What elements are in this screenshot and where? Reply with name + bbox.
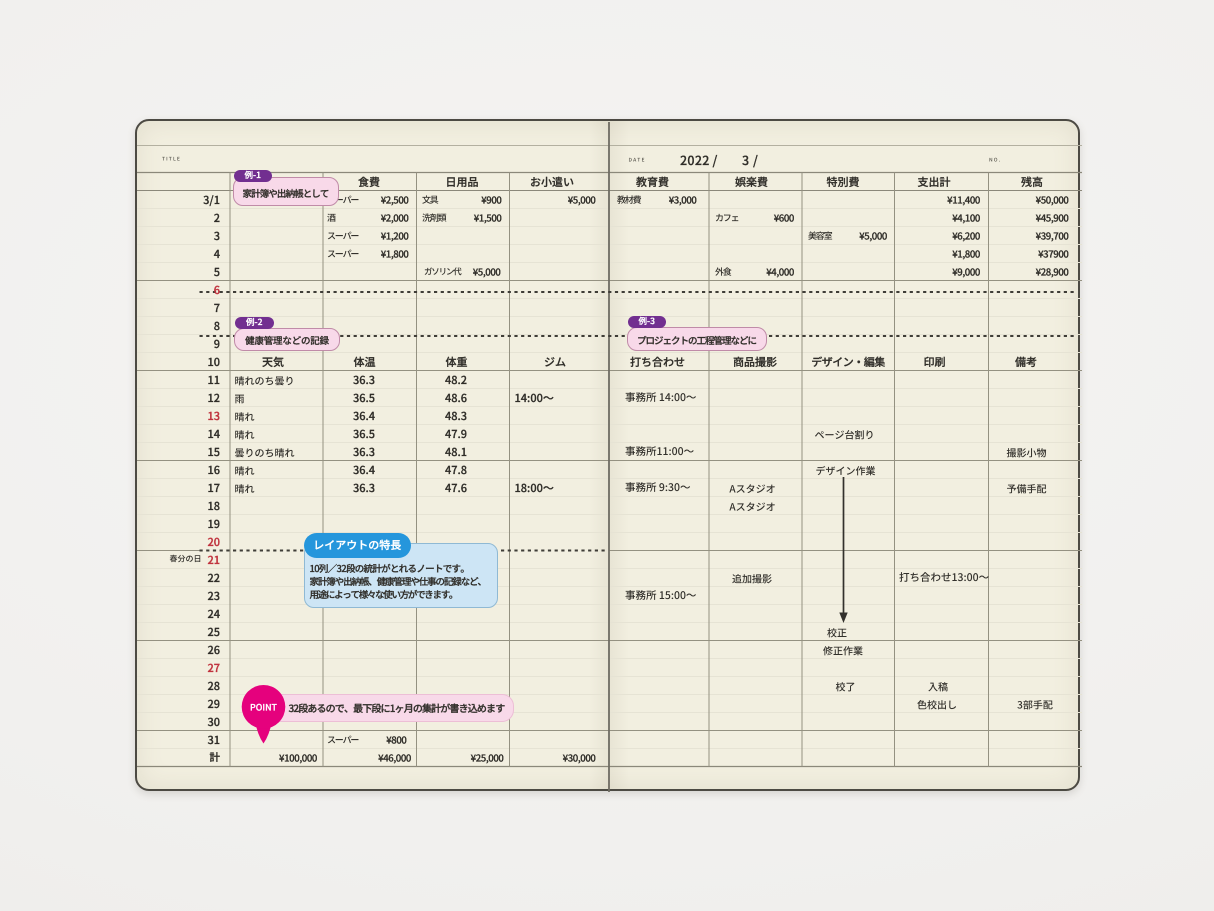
svg-text:POINT: POINT — [250, 700, 278, 713]
